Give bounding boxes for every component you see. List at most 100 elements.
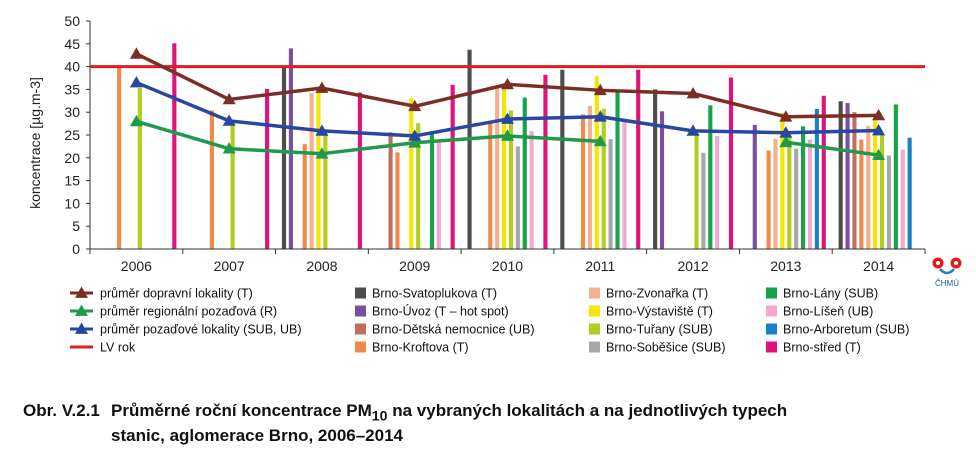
x-tick-label: 2012 [677, 258, 708, 274]
bar [694, 134, 699, 249]
pm10-chart: 0 5 10 15 20 25 30 35 40 45 50 2006 2007 2008 2009 201… [27, 13, 926, 355]
series-marker [501, 112, 514, 124]
bar [522, 97, 527, 249]
bar [409, 98, 414, 250]
legend-label: Brno-Lány (SUB) [783, 287, 878, 301]
legend-bar-swatch [355, 305, 366, 317]
y-tick-label: 25 [64, 127, 80, 143]
bar [265, 88, 270, 249]
y-tick-label: 45 [64, 36, 80, 52]
bar [302, 144, 307, 249]
bar [659, 111, 665, 250]
x-tick-label: 2008 [306, 258, 337, 274]
logo-text: ČHMÚ [935, 279, 959, 288]
bar [587, 105, 592, 249]
y-tick-label: 0 [72, 241, 80, 257]
series-marker [779, 126, 793, 138]
x-tick-label: 2011 [585, 258, 615, 274]
bar [893, 104, 898, 249]
bar [773, 138, 778, 249]
series-marker [872, 148, 886, 160]
bar [787, 136, 792, 249]
x-tick-label: 2010 [492, 258, 523, 274]
bar [357, 92, 362, 249]
series-marker [686, 87, 700, 99]
series-line [135, 119, 601, 156]
y-tick-label: 10 [64, 195, 80, 211]
bar [594, 76, 599, 250]
legend-bar-swatch [589, 305, 600, 317]
legend-label: Brno-Svatoplukova (T) [372, 287, 497, 301]
y-tick-label: 30 [64, 104, 80, 120]
bar [728, 77, 734, 249]
series-marker [408, 136, 422, 148]
series-marker [129, 114, 143, 127]
series-marker [593, 83, 607, 96]
chmu-logo: ČHMÚ [930, 255, 964, 289]
bar [866, 125, 871, 249]
bar [653, 89, 658, 250]
bar [416, 123, 421, 249]
bar [172, 43, 177, 250]
legend-label: průměr dopravní lokality (T) [100, 287, 253, 301]
series-marker [129, 47, 143, 59]
caption-number: Obr. V.2.1 [23, 401, 100, 420]
legend-label: Brno-střed (T) [783, 341, 861, 355]
caption-subscript: 10 [371, 408, 388, 425]
series-marker [872, 123, 886, 136]
x-tick-label: 2007 [214, 258, 245, 274]
bar [794, 148, 799, 249]
bar [436, 142, 441, 249]
bar [450, 84, 455, 249]
bar [529, 130, 534, 249]
bar [495, 86, 500, 249]
legend-bar-swatch [589, 323, 600, 335]
bar [560, 69, 565, 250]
bar [209, 110, 214, 249]
bar [230, 124, 235, 249]
series-marker [222, 114, 236, 126]
legend-label: LV rok [100, 341, 136, 355]
bar [814, 109, 819, 250]
bar [886, 155, 892, 249]
bar [488, 122, 493, 249]
caption-text-part1: Průměrné roční koncentrace PM [111, 401, 372, 420]
bar [501, 83, 507, 249]
bar [281, 66, 287, 249]
bar [801, 126, 806, 249]
legend-label: Brno-Líšeň (UB) [783, 305, 873, 319]
series-marker [872, 108, 886, 121]
bar [752, 124, 757, 249]
bar [807, 139, 813, 249]
x-axis: 2006 2007 2008 2009 2010 2011 2012 2013 2014 [89, 248, 926, 274]
bar [715, 135, 720, 249]
bar [845, 103, 850, 249]
bar [137, 88, 142, 249]
series-marker [315, 147, 329, 159]
x-tick-label: 2009 [399, 258, 430, 274]
legend-label: Brno-Výstaviště (T) [606, 305, 713, 319]
series-marker [779, 110, 793, 122]
x-tick-label: 2006 [121, 258, 152, 274]
series-marker [75, 304, 88, 316]
bar [780, 113, 785, 249]
bar [117, 65, 122, 249]
series-line [785, 140, 879, 157]
series-marker [129, 76, 143, 88]
bar [879, 135, 885, 249]
series-marker [593, 110, 607, 122]
series-marker [222, 92, 236, 105]
bar [543, 74, 548, 249]
bar [608, 139, 613, 249]
bar [900, 149, 905, 249]
x-tick-label: 2014 [863, 258, 894, 274]
legend-label: Brno-Tuřany (SUB) [606, 323, 713, 337]
bar [395, 152, 400, 249]
bar [701, 152, 706, 249]
bar [467, 49, 472, 250]
y-tick-label: 50 [64, 13, 80, 29]
bar [873, 116, 878, 249]
legend-label: Brno-Zvonařka (T) [606, 287, 708, 301]
legend-bar-swatch [355, 287, 366, 299]
series-marker [501, 77, 514, 90]
